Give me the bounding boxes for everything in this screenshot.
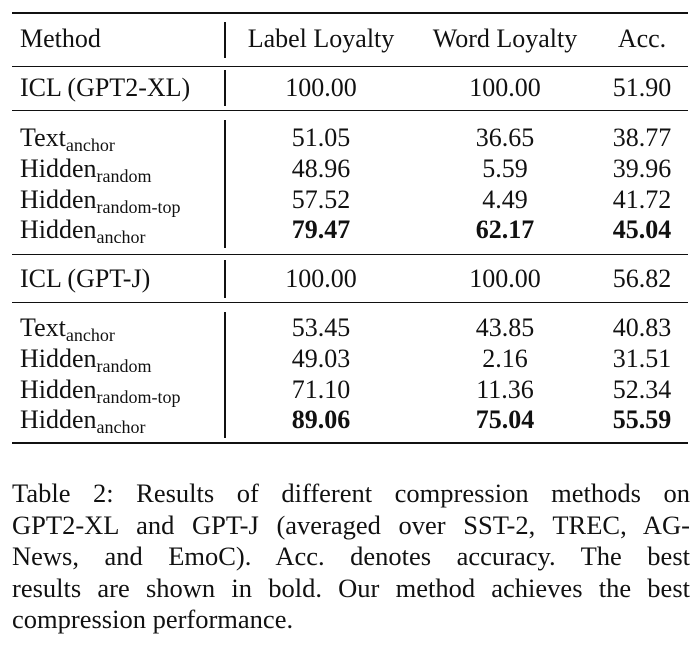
row-word-loyalty: 11.36 (476, 375, 534, 404)
row-method: Hiddenrandom-top (20, 375, 181, 407)
header-word-loyalty: Word Loyalty (432, 24, 578, 53)
row-method: Textanchor (20, 123, 115, 155)
header-acc: Acc. (617, 24, 667, 53)
row-acc: 39.96 (612, 154, 672, 183)
row-acc: 31.51 (612, 344, 672, 373)
row-method: Hiddenrandom (20, 344, 152, 376)
row-acc: 52.34 (612, 375, 672, 404)
caption-line: News, and EmoC). Acc. denotes accuracy. … (12, 541, 690, 571)
row-acc: 40.83 (612, 313, 672, 342)
group-rule (12, 254, 688, 255)
row-label-loyalty: 53.45 (291, 313, 351, 342)
row-label-loyalty: 79.47 (291, 215, 351, 244)
column-separator (224, 22, 226, 58)
row-label-loyalty: 51.05 (291, 123, 351, 152)
row-acc: 55.59 (612, 405, 672, 434)
row-word-loyalty: 4.49 (482, 185, 528, 214)
row-method: ICL (GPT-J) (20, 264, 151, 293)
table-caption: Table 2: Results of different compressio… (12, 478, 690, 636)
table-bottom-rule (12, 442, 688, 444)
row-method: Hiddenrandom-top (20, 185, 181, 217)
baseline-rule-2 (12, 302, 688, 303)
column-separator (224, 70, 226, 106)
row-label-loyalty: 100.00 (285, 264, 357, 293)
baseline-rule-1 (12, 110, 688, 111)
header-label-loyalty: Label Loyalty (247, 24, 395, 53)
caption-line: Table 2: Results of different compressio… (12, 478, 690, 508)
row-method: Hiddenanchor (20, 405, 146, 437)
column-separator (224, 120, 226, 248)
row-method: ICL (GPT2-XL) (20, 73, 191, 102)
row-acc: 51.90 (612, 73, 672, 102)
header-method: Method (20, 24, 101, 53)
caption-line: results are shown in bold. Our method ac… (12, 572, 690, 603)
row-method: Hiddenrandom (20, 154, 152, 186)
column-separator (224, 260, 226, 298)
table-top-rule (12, 12, 688, 14)
row-label-loyalty: 100.00 (285, 73, 357, 102)
row-label-loyalty: 48.96 (291, 154, 351, 183)
row-word-loyalty: 62.17 (475, 215, 535, 244)
row-word-loyalty: 75.04 (475, 405, 535, 434)
caption-line: GPT2-XL and GPT-J (averaged over SST-2, … (12, 509, 690, 540)
row-label-loyalty: 71.10 (291, 375, 351, 404)
row-label-loyalty: 89.06 (291, 405, 351, 434)
row-acc: 38.77 (612, 123, 672, 152)
row-word-loyalty: 2.16 (482, 344, 528, 373)
row-word-loyalty: 36.65 (475, 123, 535, 152)
caption-line: compression performance. (12, 604, 294, 634)
row-method: Hiddenanchor (20, 215, 146, 247)
row-label-loyalty: 49.03 (291, 344, 351, 373)
row-acc: 45.04 (612, 215, 672, 244)
row-acc: 56.82 (612, 264, 672, 293)
row-acc: 41.72 (612, 185, 672, 214)
header-rule (12, 66, 688, 67)
row-word-loyalty: 43.85 (475, 313, 535, 342)
row-word-loyalty: 100.00 (469, 264, 541, 293)
row-method: Textanchor (20, 313, 115, 345)
row-label-loyalty: 57.52 (291, 185, 351, 214)
row-word-loyalty: 100.00 (469, 73, 541, 102)
column-separator (224, 312, 226, 438)
row-word-loyalty: 5.59 (482, 154, 528, 183)
